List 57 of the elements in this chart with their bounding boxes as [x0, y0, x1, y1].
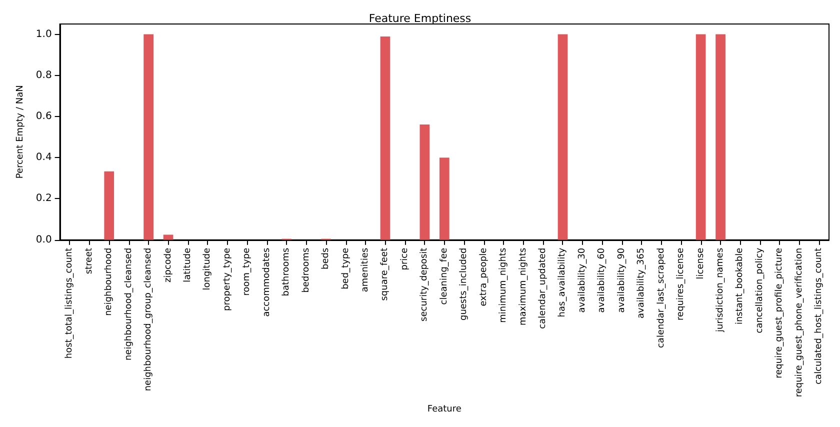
- x-tick-label: neighbourhood: [104, 248, 114, 316]
- bar: [420, 124, 430, 240]
- x-tick-label: extra_people: [478, 247, 489, 306]
- x-tick-label: cancellation_policy: [754, 247, 765, 334]
- x-tick-label: calculated_host_listings_count: [814, 247, 824, 384]
- x-axis-title: Feature: [427, 404, 462, 414]
- y-tick-label: 1.0: [36, 28, 52, 40]
- x-tick-label: neighbourhood_group_cleansed: [144, 248, 154, 392]
- x-tick-label: instant_bookable: [735, 247, 746, 325]
- bar: [104, 171, 114, 240]
- x-tick-label: accommodates: [262, 248, 272, 317]
- x-tick-label: bedrooms: [301, 248, 312, 293]
- x-tick-label: requires_license: [676, 247, 686, 320]
- x-tick-label: minimum_nights: [498, 248, 509, 323]
- x-tick-label: latitude: [183, 247, 194, 282]
- x-tick-label: bed_type: [340, 247, 351, 290]
- x-tick-label: availability_365: [636, 248, 647, 318]
- x-tick-label: calendar_updated: [538, 248, 548, 329]
- x-tick-label: property_type: [222, 247, 232, 311]
- bar: [696, 34, 706, 240]
- x-tick-label: jurisdiction_names: [716, 248, 726, 334]
- x-tick-label: amenities: [360, 248, 371, 292]
- x-tick-label: license: [696, 247, 706, 280]
- bar: [558, 34, 568, 240]
- x-tick-label: security_deposit: [420, 247, 430, 322]
- y-tick-label: 0.2: [36, 193, 52, 204]
- bar: [716, 34, 726, 240]
- y-tick-label: 0.8: [36, 70, 52, 81]
- bar: [439, 158, 450, 240]
- bar: [380, 36, 390, 240]
- x-tick-label: availability_90: [616, 248, 627, 313]
- y-tick-label: 0.0: [36, 234, 52, 246]
- x-tick-label: host_total_listings_count: [64, 247, 75, 359]
- x-tick-label: zipcode: [163, 247, 174, 282]
- x-tick-label: guests_included: [459, 248, 470, 321]
- x-tick-label: cleaning_fee: [439, 247, 450, 305]
- bar: [163, 234, 174, 240]
- x-tick-label: has_availability: [558, 247, 568, 318]
- x-tick-label: beds: [321, 248, 332, 270]
- x-tick-label: longitude: [202, 247, 213, 290]
- x-tick-label: calendar_last_scraped: [656, 248, 666, 348]
- x-tick-label: availability_60: [597, 248, 608, 313]
- x-tick-label: require_guest_profile_picture: [774, 247, 785, 378]
- y-axis-title: Percent Empty / NaN: [16, 85, 26, 179]
- x-tick-label: street: [84, 247, 94, 274]
- x-tick-label: room_type: [242, 247, 252, 296]
- x-tick-label: square_feet: [380, 247, 390, 301]
- x-tick-label: availability_30: [577, 248, 588, 313]
- y-tick-label: 0.4: [36, 152, 52, 164]
- y-tick-label: 0.6: [36, 111, 52, 122]
- chart-title: Feature Emptiness: [368, 12, 472, 25]
- x-tick-label: price: [400, 247, 410, 270]
- x-tick-label: bathrooms: [282, 248, 292, 296]
- bar: [144, 34, 154, 240]
- x-tick-label: maximum_nights: [518, 248, 528, 326]
- x-tick-label: neighbourhood_cleansed: [124, 248, 134, 361]
- x-tick-label: require_guest_phone_verification: [794, 248, 804, 398]
